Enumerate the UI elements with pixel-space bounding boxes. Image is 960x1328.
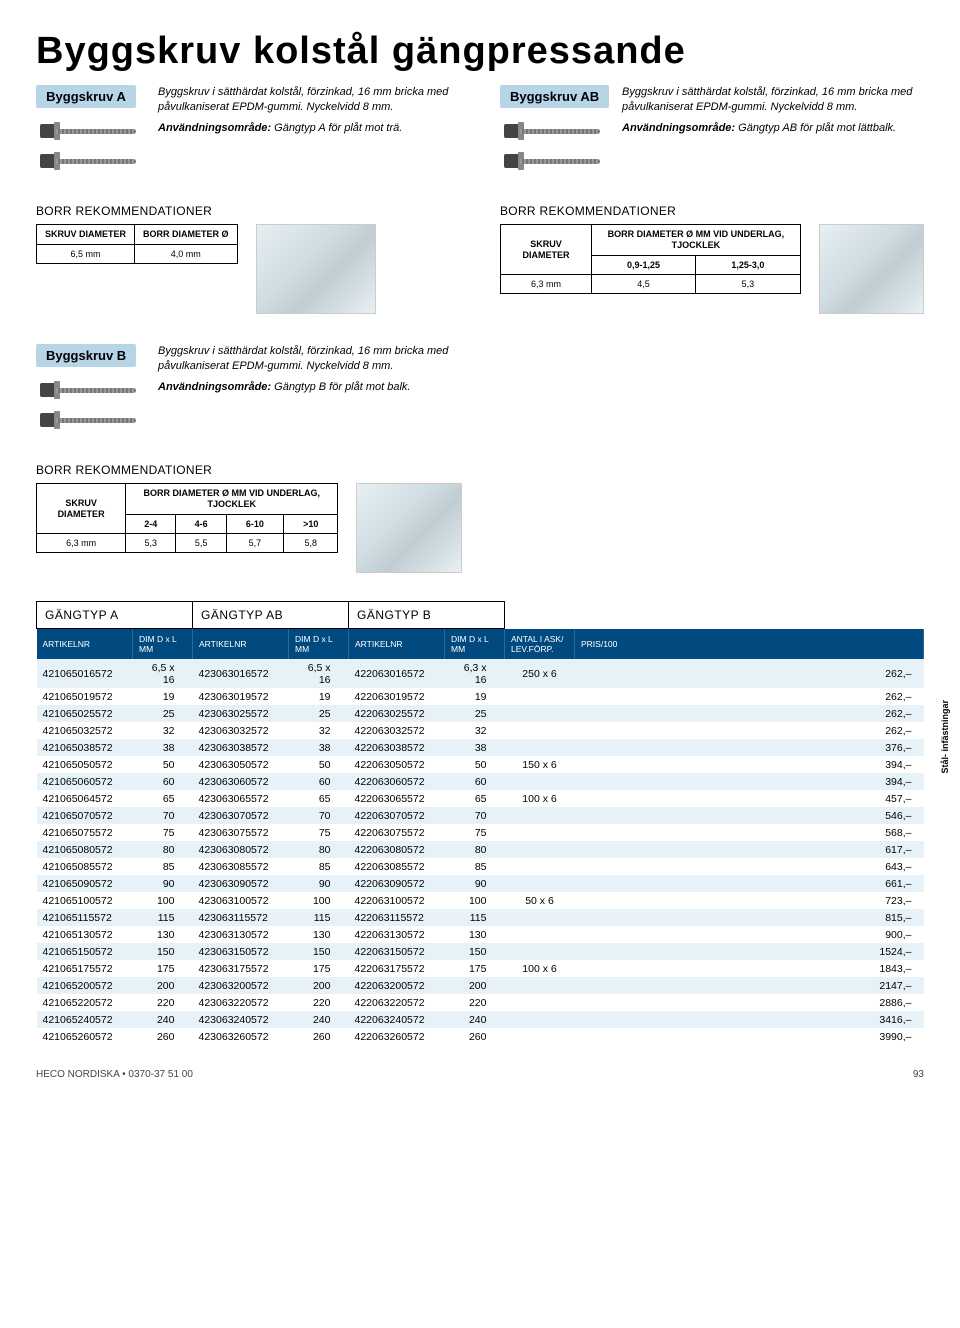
table-row: 4210652405722404230632405722404220632405… <box>37 1011 924 1028</box>
table-row: 4210650385723842306303857238422063038572… <box>37 739 924 756</box>
table-row: 4210651505721504230631505721504220631505… <box>37 943 924 960</box>
group-ab: GÄNGTYP AB <box>193 602 349 629</box>
side-tab: Stål- infästningar <box>940 700 950 774</box>
product-a-text: Byggskruv i sätthärdat kolstål, förzinka… <box>158 85 460 136</box>
product-b-label: Byggskruv B <box>36 344 136 367</box>
table-row: 4210651155721154230631155721154220631155… <box>37 909 924 926</box>
table-row: 4210652605722604230632605722604220632605… <box>37 1028 924 1045</box>
product-ab-label: Byggskruv AB <box>500 85 609 108</box>
table-row: 4210651305721304230631305721304220631305… <box>37 926 924 943</box>
rec-b-title: BORR REKOMMENDATIONER <box>36 463 462 477</box>
table-row: 4210650605726042306306057260422063060572… <box>37 773 924 790</box>
page-title: Byggskruv kolstål gängpressande <box>36 30 924 73</box>
rec-ab-table: SKRUV DIAMETERBORR DIAMETER Ø MM VID UND… <box>500 224 801 294</box>
product-ab-text: Byggskruv i sätthärdat kolstål, förzinka… <box>622 85 924 136</box>
group-b: GÄNGTYP B <box>349 602 505 629</box>
diagram-b <box>356 483 462 573</box>
table-row: 4210652005722004230632005722004220632005… <box>37 977 924 994</box>
table-row: 4210651005721004230631005721004220631005… <box>37 892 924 909</box>
product-ab-image <box>500 114 610 178</box>
product-b-text: Byggskruv i sätthärdat kolstål, förzinka… <box>158 344 462 395</box>
product-b-image <box>36 373 146 437</box>
diagram-ab <box>819 224 924 314</box>
table-row: 4210650805728042306308057280422063080572… <box>37 841 924 858</box>
table-row: 4210650755727542306307557275422063075572… <box>37 824 924 841</box>
rec-b-table: SKRUV DIAMETERBORR DIAMETER Ø MM VID UND… <box>36 483 338 553</box>
table-row: 4210650905729042306309057290422063090572… <box>37 875 924 892</box>
table-row: 4210650705727042306307057270422063070572… <box>37 807 924 824</box>
footer-page-number: 93 <box>913 1069 924 1080</box>
table-row: 4210650855728542306308557285422063085572… <box>37 858 924 875</box>
rec-a-title: BORR REKOMMENDATIONER <box>36 204 460 218</box>
footer-left: HECO NORDISKA • 0370-37 51 00 <box>36 1069 193 1080</box>
table-row: 4210650165726,5 x 164230630165726,5 x 16… <box>37 659 924 688</box>
product-a-label: Byggskruv A <box>36 85 136 108</box>
table-row: 4210650255722542306302557225422063025572… <box>37 705 924 722</box>
table-row: 4210650645726542306306557265422063065572… <box>37 790 924 807</box>
product-a-image <box>36 114 146 178</box>
rec-a-table: SKRUV DIAMETERBORR DIAMETER Ø 6,5 mm4,0 … <box>36 224 238 264</box>
main-product-table: GÄNGTYP A GÄNGTYP AB GÄNGTYP B ARTIKELNR… <box>36 601 924 1045</box>
group-a: GÄNGTYP A <box>37 602 193 629</box>
table-row: 4210650505725042306305057250422063050572… <box>37 756 924 773</box>
table-row: 4210650195721942306301957219422063019572… <box>37 688 924 705</box>
diagram-a <box>256 224 376 314</box>
table-row: 4210652205722204230632205722204220632205… <box>37 994 924 1011</box>
table-row: 4210651755721754230631755721754220631755… <box>37 960 924 977</box>
rec-ab-title: BORR REKOMMENDATIONER <box>500 204 924 218</box>
table-row: 4210650325723242306303257232422063032572… <box>37 722 924 739</box>
